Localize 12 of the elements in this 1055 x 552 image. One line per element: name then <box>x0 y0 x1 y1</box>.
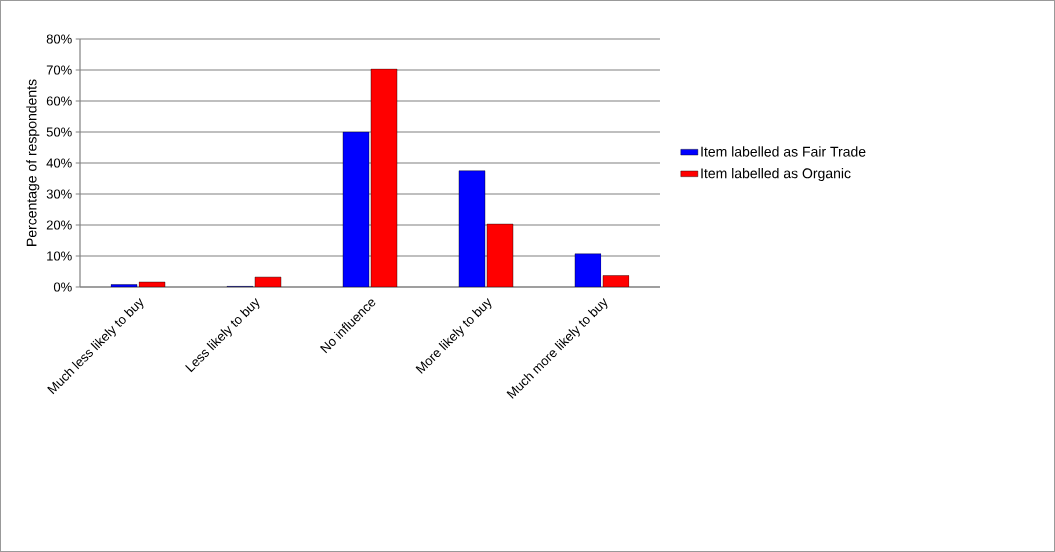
y-tick-label: 0% <box>53 282 72 292</box>
y-tick-label: 50% <box>46 127 72 137</box>
y-tick-label: 40% <box>46 158 72 168</box>
legend-label: Item labelled as Fair Trade <box>701 146 866 157</box>
legend-label: Item labelled as Organic <box>701 168 851 182</box>
y-tick-label: 20% <box>46 220 72 230</box>
y-tick-label: 10% <box>47 251 72 261</box>
y-axis-title: Percentage of respondents <box>26 79 40 246</box>
y-tick-label: 30% <box>46 189 72 199</box>
y-tick-label: 60% <box>46 96 72 106</box>
y-tick-label: 80% <box>46 34 72 44</box>
y-tick-label: 70% <box>46 65 72 75</box>
